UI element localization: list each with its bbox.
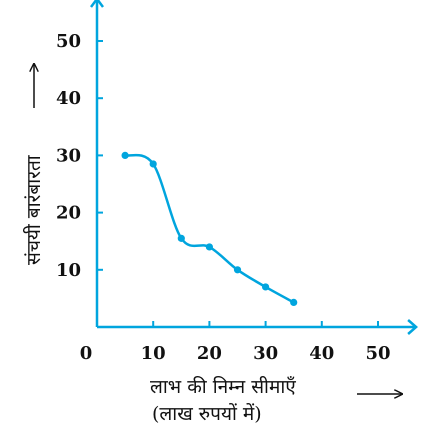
data-point <box>262 283 270 291</box>
y-axis-ticks: 10 20 30 40 50 <box>56 31 103 281</box>
y-tick-label: 50 <box>56 31 81 52</box>
y-axis-title-text: संचयी बारंबारता <box>22 154 45 265</box>
x-tick-label: 20 <box>197 343 222 364</box>
data-point <box>233 266 242 274</box>
x-axis-title-line1: लाभ की निम्न सीमाएँ <box>150 375 296 398</box>
y-tick-label: 40 <box>56 88 81 109</box>
x-axis-arrowhead <box>407 319 418 335</box>
y-tick-label: 20 <box>56 203 81 224</box>
y-axis-arrowhead <box>90 0 104 8</box>
x-axis-title-line2: (लाख रुपयों में) <box>152 402 262 425</box>
data-point <box>121 151 129 159</box>
data-point <box>290 298 298 307</box>
data-point <box>205 243 213 251</box>
x-tick-label: 50 <box>365 343 390 364</box>
y-tick-label: 30 <box>56 145 81 166</box>
x-tick-label: 40 <box>309 343 334 364</box>
data-point <box>177 234 185 242</box>
data-points <box>121 151 298 307</box>
x-tick-label: 30 <box>253 343 278 364</box>
y-tick-label: 10 <box>56 260 81 281</box>
series-line <box>124 153 295 304</box>
x-axis-title: लाभ की निम्न सीमाएँ (लाख रुपयों में) <box>150 375 402 425</box>
x-tick-label: 10 <box>141 343 166 364</box>
y-axis-title: संचयी बारंबारता <box>22 64 45 265</box>
axes <box>90 0 418 335</box>
x-axis-ticks: 10 20 30 40 50 <box>141 321 391 364</box>
data-point <box>149 160 157 168</box>
origin-label: 0 <box>80 343 93 364</box>
